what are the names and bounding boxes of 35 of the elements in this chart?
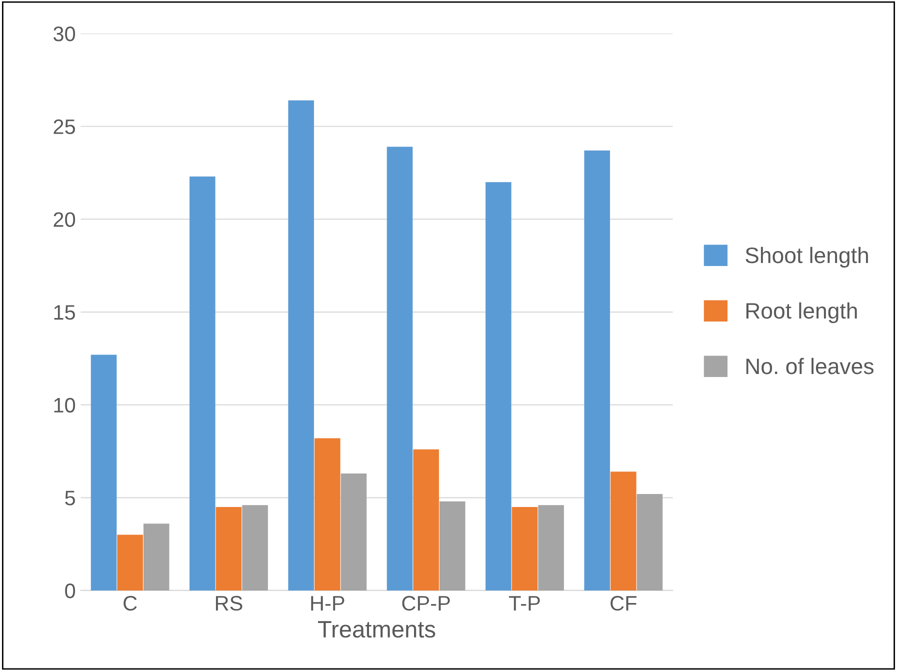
x-tick-label: H-P <box>311 596 344 610</box>
bar <box>486 182 512 590</box>
y-tick-label: 25 <box>54 119 75 134</box>
bar <box>288 100 314 590</box>
bar <box>413 449 439 590</box>
x-tick-label: T-P <box>509 596 540 610</box>
x-tick-label: RS <box>216 596 242 611</box>
y-tick-label: 5 <box>65 490 75 506</box>
bar <box>340 474 367 590</box>
x-tick-label: C <box>124 596 137 611</box>
bar <box>190 176 216 590</box>
legend-label: No. of leaves <box>746 358 874 374</box>
y-tick-label: 15 <box>54 305 75 320</box>
x-tick-label: CF <box>610 596 636 611</box>
bar <box>314 438 340 590</box>
bar <box>610 472 636 590</box>
bar <box>636 494 663 590</box>
y-tick-label: 30 <box>53 26 76 42</box>
x-tick-label: CP-P <box>402 596 450 611</box>
y-tick-label: 20 <box>54 212 76 227</box>
legend-label: Root length <box>746 302 857 324</box>
y-tick-label: 10 <box>54 398 76 413</box>
bar <box>584 150 610 590</box>
bar <box>512 506 538 590</box>
bar <box>439 501 466 590</box>
bar <box>90 354 117 590</box>
legend-label: Shoot length <box>746 246 868 268</box>
bar <box>117 534 143 590</box>
bar <box>538 505 564 590</box>
bar <box>216 506 242 590</box>
x-axis-title: Treatments <box>318 621 436 638</box>
bar <box>386 146 413 590</box>
y-tick-label: 0 <box>65 583 76 598</box>
bar <box>143 524 170 590</box>
bar <box>242 505 268 590</box>
